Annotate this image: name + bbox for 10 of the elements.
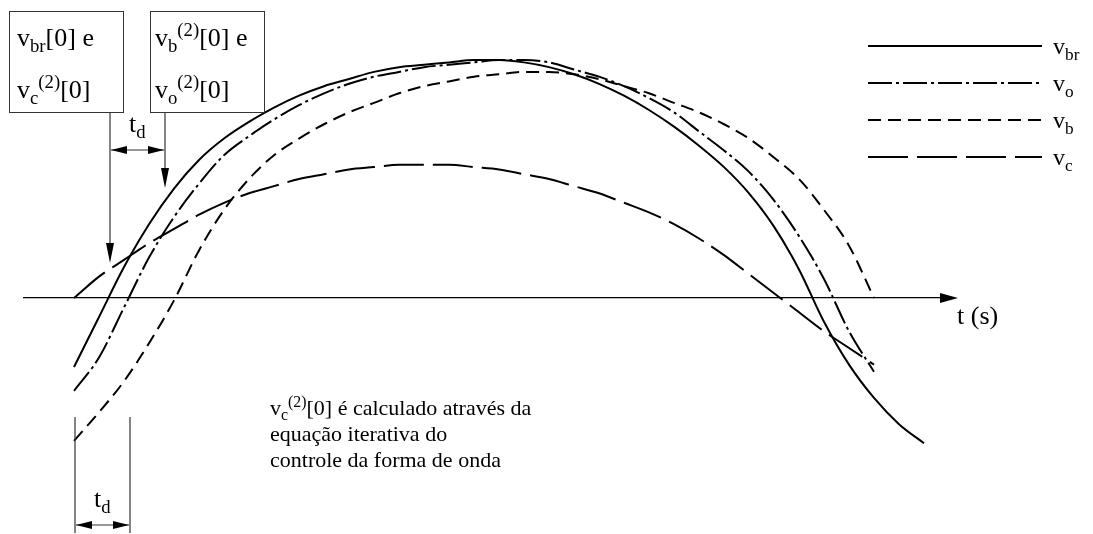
- annotation: v$_{br}$[0] e v$_{c}$$^{(2)}$[0]: [9, 11, 124, 113]
- x-axis-title: t (s): [957, 301, 999, 330]
- text: v$_{br}$: [1053, 32, 1080, 64]
- text: v$_{b}$$^{(2)}$[0] e v$_{o}$$^{(2)}$[0]: [155, 19, 248, 109]
- text: v$_{b}$: [1053, 106, 1074, 138]
- annotation: t$_{d}$: [129, 109, 146, 143]
- text: t$_{d}$: [94, 484, 111, 518]
- text: v$_{o}$: [1053, 69, 1074, 101]
- annotation: v$_{c}$$^{(2)}$[0] é calculado através da equação iterativa do controle da forma de onda: [270, 392, 532, 473]
- text: v$_{c}$: [1053, 143, 1073, 175]
